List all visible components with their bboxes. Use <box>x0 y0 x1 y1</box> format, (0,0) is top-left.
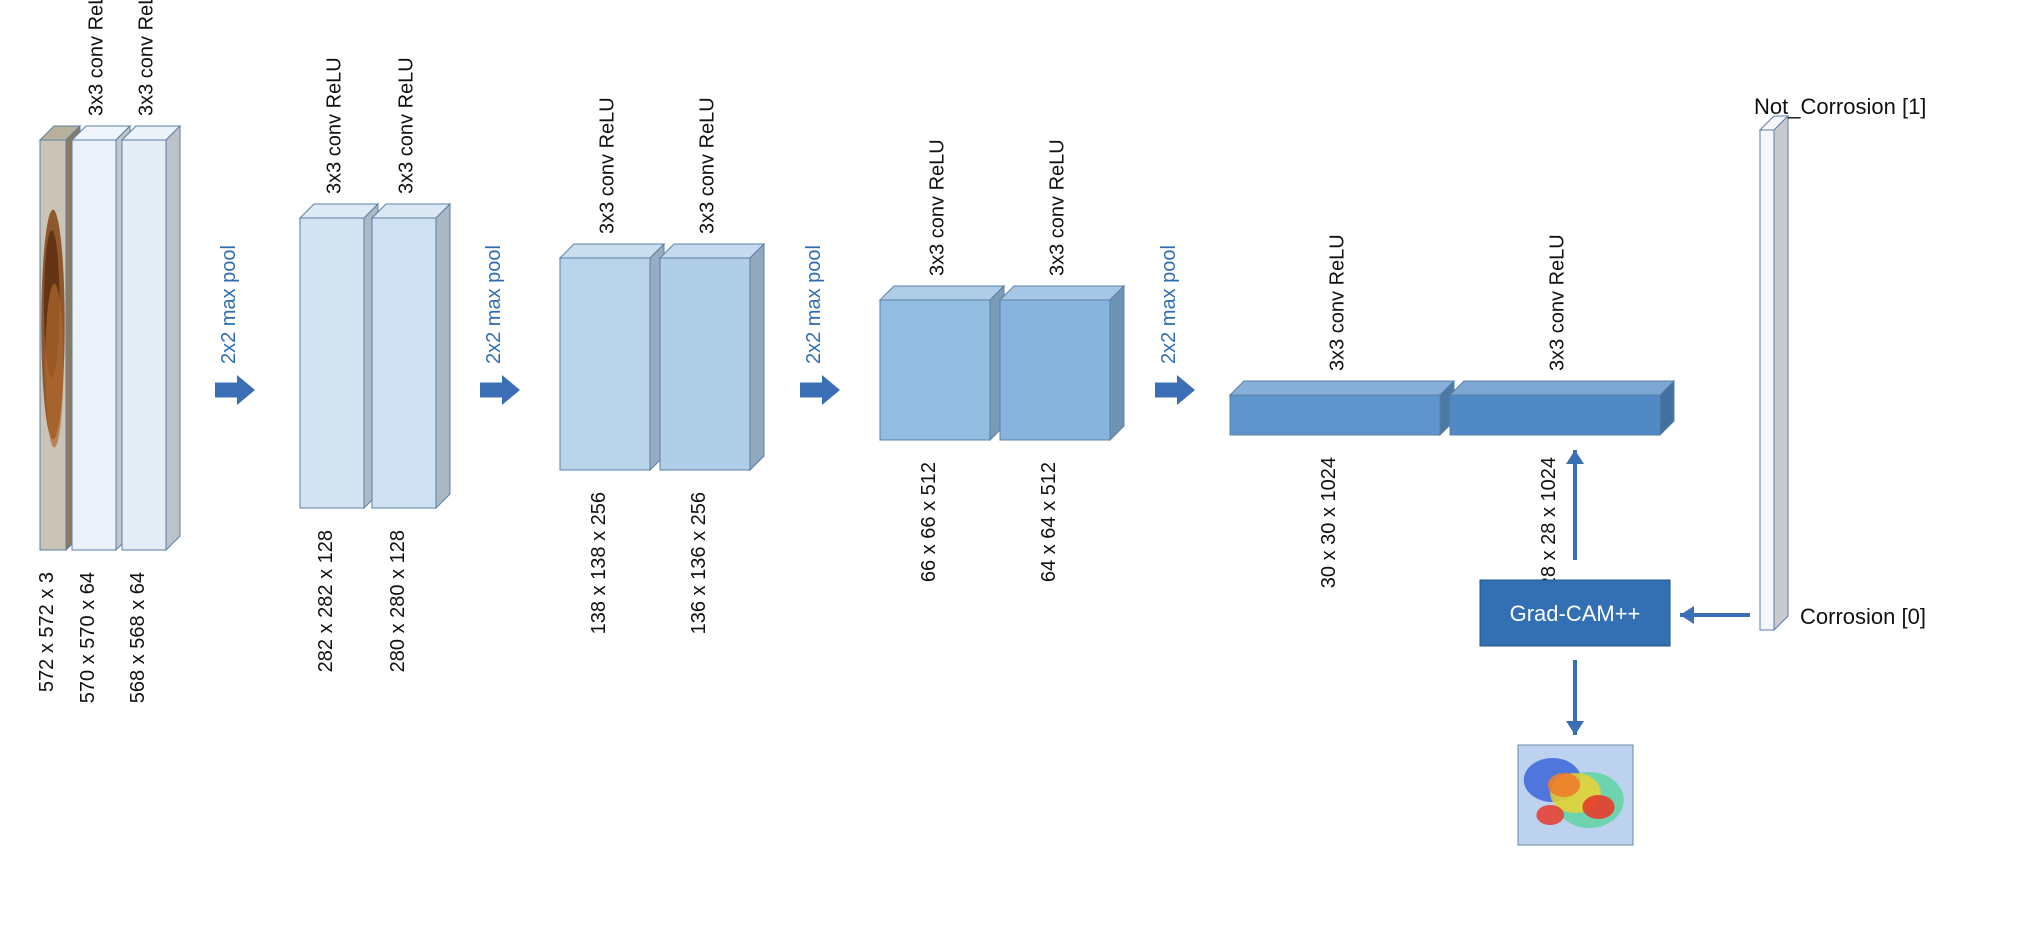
conv-label-c3a: 3x3 conv ReLU <box>596 97 618 234</box>
pool-arrow <box>1155 375 1195 405</box>
pool-label: 2x2 max pool <box>483 245 505 364</box>
block-c2a <box>300 204 378 508</box>
dim-label-c5a: 30 x 30 x 1024 <box>1318 457 1340 588</box>
dim-label-c5b: 28 x 28 x 1024 <box>1538 457 1560 588</box>
cam-down-head <box>1566 721 1584 735</box>
dim-label-c1b: 568 x 568 x 64 <box>127 572 149 703</box>
pool-arrow <box>480 375 520 405</box>
dim-label-c4b: 64 x 64 x 512 <box>1038 462 1060 582</box>
dim-label-input: 572 x 572 x 3 <box>36 572 58 692</box>
block-c1a <box>72 126 130 550</box>
pool-label: 2x2 max pool <box>1158 245 1180 364</box>
block-c5a <box>1230 381 1454 435</box>
block-c1b <box>122 126 180 550</box>
corr-to-cam-head <box>1680 606 1694 624</box>
block-c2b <box>372 204 450 508</box>
dim-label-c4a: 66 x 66 x 512 <box>918 462 940 582</box>
pool-arrow <box>215 375 255 405</box>
block-c4b <box>1000 286 1124 440</box>
dim-label-c1a: 570 x 570 x 64 <box>77 572 99 703</box>
conv-label-c4b: 3x3 conv ReLU <box>1046 139 1068 276</box>
conv-label-c3b: 3x3 conv ReLU <box>696 97 718 234</box>
heatmap-thumb <box>1518 745 1633 845</box>
conv-label-c4a: 3x3 conv ReLU <box>926 139 948 276</box>
conv-label-c1b: 3x3 conv ReLU <box>135 0 157 116</box>
conv-label-c2a: 3x3 conv ReLU <box>323 57 345 194</box>
pool-arrow <box>800 375 840 405</box>
dim-label-c3a: 138 x 138 x 256 <box>588 492 610 634</box>
block-c3a <box>560 244 664 470</box>
conv-label-c1a: 3x3 conv ReLU <box>85 0 107 116</box>
dim-label-c2b: 280 x 280 x 128 <box>387 530 409 672</box>
conv-label-c5b: 3x3 conv ReLU <box>1546 234 1568 371</box>
block-out <box>1760 116 1788 630</box>
to-c5b-up-head <box>1566 450 1584 464</box>
dim-label-c2a: 282 x 282 x 128 <box>315 530 337 672</box>
block-c5b <box>1450 381 1674 435</box>
block-c3b <box>660 244 764 470</box>
conv-label-c2b: 3x3 conv ReLU <box>395 57 417 194</box>
pool-label: 2x2 max pool <box>803 245 825 364</box>
dim-label-c3b: 136 x 136 x 256 <box>688 492 710 634</box>
gradcam-label: Grad-CAM++ <box>1510 601 1641 626</box>
pool-label: 2x2 max pool <box>218 245 240 364</box>
block-c4a <box>880 286 1004 440</box>
conv-label-c5a: 3x3 conv ReLU <box>1326 234 1348 371</box>
output-label-corrosion: Corrosion [0] <box>1800 604 1926 629</box>
output-label-not-corrosion: Not_Corrosion [1] <box>1754 94 1926 119</box>
